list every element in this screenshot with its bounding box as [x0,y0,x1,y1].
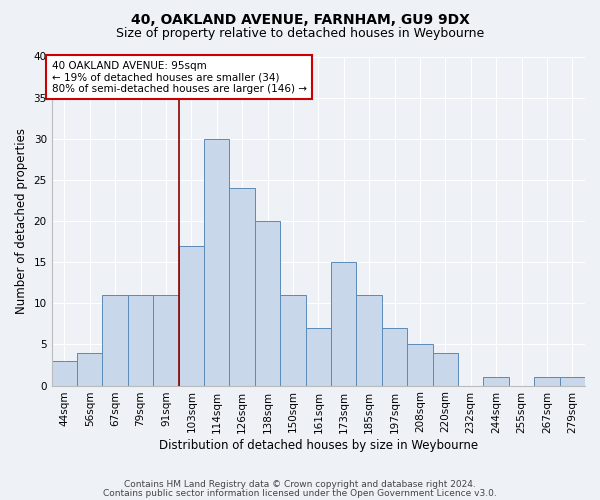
Bar [52,361,77,386]
Text: Contains public sector information licensed under the Open Government Licence v3: Contains public sector information licen… [103,488,497,498]
Bar [305,328,331,386]
Bar [560,378,585,386]
X-axis label: Distribution of detached houses by size in Weybourne: Distribution of detached houses by size … [159,440,478,452]
Bar [77,352,103,386]
Bar [229,188,255,386]
Bar [204,139,229,386]
Bar [179,246,204,386]
Bar [255,221,280,386]
Text: Size of property relative to detached houses in Weybourne: Size of property relative to detached ho… [116,28,484,40]
Text: Contains HM Land Registry data © Crown copyright and database right 2024.: Contains HM Land Registry data © Crown c… [124,480,476,489]
Bar [103,295,128,386]
Y-axis label: Number of detached properties: Number of detached properties [15,128,28,314]
Bar [128,295,153,386]
Text: 40, OAKLAND AVENUE, FARNHAM, GU9 9DX: 40, OAKLAND AVENUE, FARNHAM, GU9 9DX [131,12,469,26]
Bar [153,295,179,386]
Bar [356,295,382,386]
Bar [433,352,458,386]
Bar [382,328,407,386]
Bar [407,344,433,386]
Bar [534,378,560,386]
Bar [484,378,509,386]
Bar [280,295,305,386]
Text: 40 OAKLAND AVENUE: 95sqm
← 19% of detached houses are smaller (34)
80% of semi-d: 40 OAKLAND AVENUE: 95sqm ← 19% of detach… [52,60,307,94]
Bar [331,262,356,386]
